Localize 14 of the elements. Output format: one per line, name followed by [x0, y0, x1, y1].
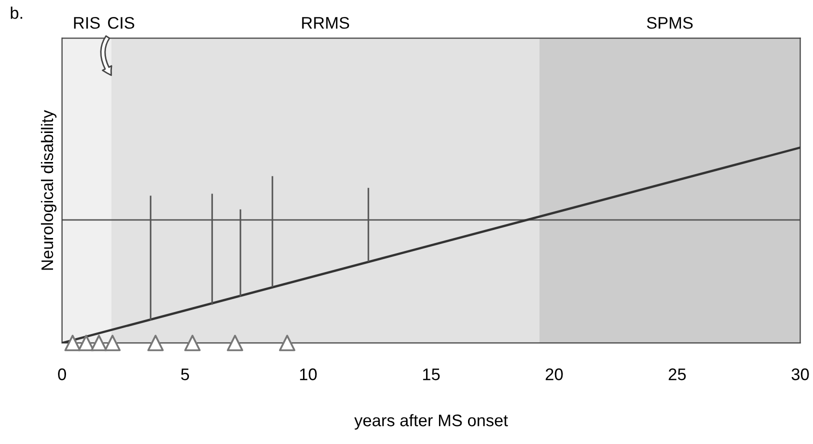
x-tick-label: 15	[423, 368, 440, 380]
x-tick-label: 30	[792, 368, 809, 380]
band-label: SPMS	[646, 16, 693, 29]
x-tick-label: 10	[300, 368, 317, 380]
x-tick-label: 0	[58, 368, 66, 380]
x-tick-label: 5	[181, 368, 189, 380]
y-axis-title: Neurological disability	[40, 110, 56, 270]
x-axis-title: years after MS onset	[354, 414, 508, 430]
annotation: CIS	[108, 16, 134, 29]
band-label: RIS	[74, 16, 100, 29]
x-tick-label: 25	[668, 368, 686, 380]
band-label: RRMS	[302, 16, 350, 29]
text: b.	[10, 6, 22, 19]
x-tick-label: 20	[546, 368, 563, 380]
